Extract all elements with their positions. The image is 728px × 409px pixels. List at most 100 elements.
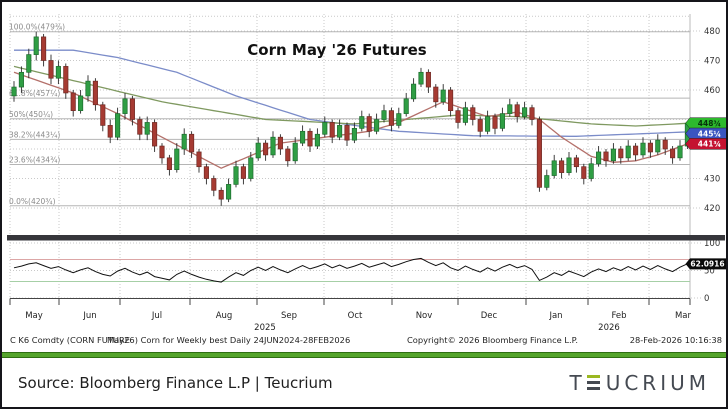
candle-up [85,80,91,97]
candle-down [70,92,76,111]
candle-down [263,142,269,156]
candle-up [499,113,505,129]
candle-down [455,110,461,123]
candle-down [366,116,372,132]
rsi-axis-label: 100 [704,239,720,249]
candle-down [129,98,135,120]
candle-up [411,83,417,100]
security-description: C K6 Comdty (CORN FUTURE [10,335,130,345]
teucrium-logo: T UCRIUM [569,371,710,395]
divider-bar [2,352,726,358]
candle-up [18,71,24,88]
candle-down [196,151,202,168]
candle-down [166,157,172,171]
candle-up [226,184,232,200]
candle-up [255,142,261,159]
candle-down [218,189,224,200]
footer: Source: Bloomberg Finance L.P | Teucrium… [2,358,726,407]
candle-down [433,86,439,103]
candle-up [588,163,594,179]
candle-down [425,71,431,88]
candle-down [536,119,542,188]
candle-down [285,148,291,162]
price-badge-label: 445¼ [698,129,722,138]
logo-e-mid-bar [586,381,600,384]
series-description: May26) Corn for Weekly best Daily 24JUN2… [107,335,350,345]
candle-up [381,110,387,120]
candle-up [359,116,365,129]
price-rsi-plot: 480 470 460 430 420 100.0%(479¾) 61.8%(457¼) 50… [7,14,726,345]
candle-down [329,122,335,138]
candle-up [640,142,646,156]
month-label: Oct [348,311,363,321]
candle-up [625,145,631,159]
candle-up [403,98,409,114]
fib-label: 50%(450¼) [9,110,53,119]
candle-down [618,148,624,159]
fib-label: 100.0%(479¾) [9,23,65,32]
candle-down [477,119,483,132]
candle-down [492,116,498,129]
candle-down [388,110,394,126]
price-badge-label: 448¾ [698,119,722,128]
timestamp: 28-Feb-2026 10:16:38 [630,335,722,345]
rsi-line [13,257,688,283]
candle-up [322,122,328,135]
candle-down [448,89,454,111]
candle-down [48,60,54,79]
price-axis-label: 470 [704,57,720,67]
month-label: Mar [675,311,692,321]
candle-down [514,104,520,117]
candle-up [11,86,17,97]
rsi-badge [685,258,726,270]
price-badge-label: 441¾ [698,140,722,149]
candle-down [529,107,535,120]
candle-up [544,175,550,188]
candle-down [107,125,113,138]
candle-down [603,151,609,162]
ma-line-red [13,71,688,169]
candle-up [374,119,380,132]
panel-separator [7,235,725,241]
candle-down [41,36,47,61]
ma-line-blue [14,49,688,137]
candle-up [174,148,180,170]
candle-down [63,66,69,94]
fib-label: 61.8%(457¼) [9,89,60,98]
candle-up [566,157,572,173]
candle-up [440,89,446,103]
rsi-badge-label: 62.0916 [690,260,724,269]
month-label: Dec [481,311,498,321]
candle-up [292,142,298,162]
candle-down [633,145,639,156]
month-label: Aug [216,311,233,321]
month-label: Nov [416,311,433,321]
candle-up [462,107,468,123]
candle-up [551,160,557,176]
candle-down [189,133,195,153]
candle-up [351,127,357,141]
fib-label: 23.6%(434¾) [9,155,60,164]
year-label: 2026 [598,323,620,333]
rsi-axis-label: 50 [704,267,715,277]
month-label: Jul [151,311,162,321]
month-label: Sep [281,311,297,321]
candle-down [277,136,283,150]
price-axis-label: 460 [704,86,720,96]
candle-up [270,136,276,156]
candle-down [159,145,165,159]
candle-up [33,36,39,55]
candle-down [573,157,579,168]
copyright-text: Copyright© 2026 Bloomberg Finance L.P. [407,335,578,345]
candle-down [152,122,158,147]
candle-down [137,119,143,135]
candle-down [203,166,209,179]
candle-down [662,139,668,150]
month-label: May [25,311,43,321]
candle-down [581,166,587,179]
candle-up [522,107,528,117]
candle-down [559,160,565,173]
price-axis-label: 480 [704,27,720,37]
source-attribution: Source: Bloomberg Finance L.P | Teucrium [18,373,333,392]
